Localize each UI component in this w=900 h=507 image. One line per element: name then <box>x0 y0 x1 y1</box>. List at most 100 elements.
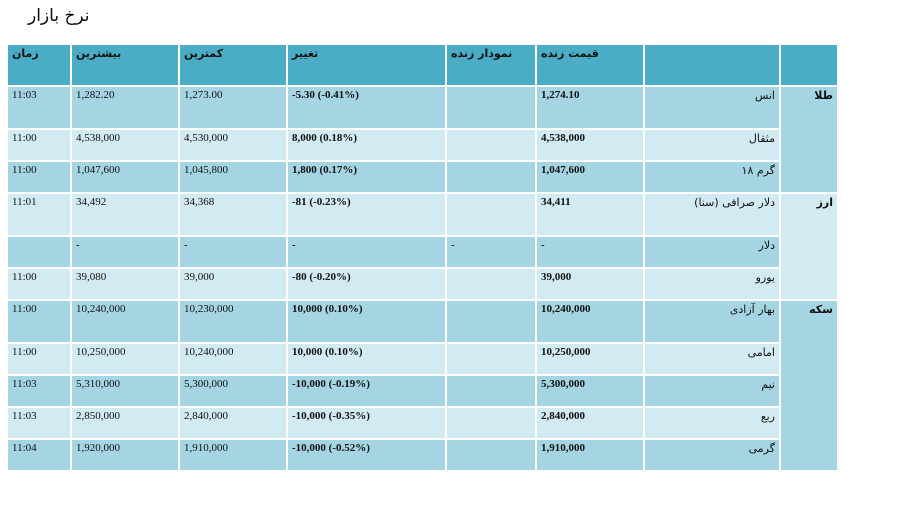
change-value: - <box>288 237 445 267</box>
change-value: 10,000 (0.10%) <box>288 301 445 342</box>
live-price: 1,047,600 <box>537 162 643 192</box>
change-value: -10,000 (-0.52%) <box>288 440 445 470</box>
high-value: 1,047,600 <box>72 162 178 192</box>
asset-name: بهار آزادی <box>645 301 779 342</box>
table-row: یورو 39,000 -80 (-0.20%) 39,000 39,080 11:00 <box>8 269 837 299</box>
low-value: 10,240,000 <box>180 344 286 374</box>
time-value: 11:01 <box>8 194 70 235</box>
change-value: -10,000 (-0.19%) <box>288 376 445 406</box>
high-value: 2,850,000 <box>72 408 178 438</box>
low-value: 34,368 <box>180 194 286 235</box>
live-price: 10,240,000 <box>537 301 643 342</box>
asset-name: دلار <box>645 237 779 267</box>
high-value: 1,920,000 <box>72 440 178 470</box>
time-value: 11:04 <box>8 440 70 470</box>
asset-name: گرم ۱۸ <box>645 162 779 192</box>
high-value: 10,250,000 <box>72 344 178 374</box>
time-value: 11:00 <box>8 162 70 192</box>
asset-name: انس <box>645 87 779 128</box>
low-value: 1,045,800 <box>180 162 286 192</box>
live-price: - <box>537 237 643 267</box>
change-value: -81 (-0.23%) <box>288 194 445 235</box>
asset-name: گرمی <box>645 440 779 470</box>
change-value: -5.30 (-0.41%) <box>288 87 445 128</box>
asset-name: مثقال <box>645 130 779 160</box>
low-value: - <box>180 237 286 267</box>
live-price: 4,538,000 <box>537 130 643 160</box>
live-chart-cell <box>447 87 535 128</box>
high-value: 34,492 <box>72 194 178 235</box>
live-price: 1,910,000 <box>537 440 643 470</box>
page-title: نرخ بازار <box>28 6 90 26</box>
high-value: 4,538,000 <box>72 130 178 160</box>
table-row: ارز دلار صرافی (سنا) 34,411 -81 (-0.23%) 34,… <box>8 194 837 299</box>
category-label: سکه <box>781 301 837 470</box>
asset-name: یورو <box>645 269 779 299</box>
market-rates-table: قیمت زنده نمودار زنده تغییر کمترین بیشتر… <box>6 43 839 472</box>
live-chart-cell <box>447 194 535 235</box>
time-value: 11:03 <box>8 376 70 406</box>
header-live-chart: نمودار زنده <box>447 45 535 85</box>
time-value: 11:03 <box>8 408 70 438</box>
table-row: امامی 10,250,000 10,000 (0.10%) 10,240,000 1… <box>8 344 837 374</box>
time-value: 11:00 <box>8 130 70 160</box>
table-row: گرم ۱۸ 1,047,600 1,800 (0.17%) 1,045,800 1,0… <box>8 162 837 192</box>
header-high: بیشترین <box>72 45 178 85</box>
change-value: -80 (-0.20%) <box>288 269 445 299</box>
live-chart-cell <box>447 440 535 470</box>
change-value: 10,000 (0.10%) <box>288 344 445 374</box>
time-value <box>8 237 70 267</box>
category-label: ارز <box>781 194 837 299</box>
header-category <box>781 45 837 85</box>
asset-name: نیم <box>645 376 779 406</box>
live-chart-cell: - <box>447 237 535 267</box>
time-value: 11:00 <box>8 269 70 299</box>
low-value: 2,840,000 <box>180 408 286 438</box>
time-value: 11:00 <box>8 344 70 374</box>
low-value: 5,300,000 <box>180 376 286 406</box>
live-price: 39,000 <box>537 269 643 299</box>
change-value: -10,000 (-0.35%) <box>288 408 445 438</box>
change-value: 1,800 (0.17%) <box>288 162 445 192</box>
live-price: 1,274.10 <box>537 87 643 128</box>
table-row: ربع 2,840,000 -10,000 (-0.35%) 2,840,000 2,8… <box>8 408 837 438</box>
live-chart-cell <box>447 130 535 160</box>
table-row: نیم 5,300,000 -10,000 (-0.19%) 5,300,000 5,3… <box>8 376 837 406</box>
table-row: طلا انس 1,274.10 -5.30 (-0.41%) 1,273.00 1,28… <box>8 87 837 192</box>
time-value: 11:03 <box>8 87 70 128</box>
live-price: 10,250,000 <box>537 344 643 374</box>
table-row: مثقال 4,538,000 8,000 (0.18%) 4,530,000 4,53… <box>8 130 837 160</box>
live-chart-cell <box>447 162 535 192</box>
time-value: 11:00 <box>8 301 70 342</box>
table-row: سکه بهار آزادی 10,240,000 10,000 (0.10%) 10,… <box>8 301 837 470</box>
high-value: 1,282.20 <box>72 87 178 128</box>
header-change: تغییر <box>288 45 445 85</box>
high-value: 10,240,000 <box>72 301 178 342</box>
high-value: - <box>72 237 178 267</box>
high-value: 5,310,000 <box>72 376 178 406</box>
high-value: 39,080 <box>72 269 178 299</box>
asset-name: امامی <box>645 344 779 374</box>
asset-name: ربع <box>645 408 779 438</box>
header-time: زمان <box>8 45 70 85</box>
live-price: 34,411 <box>537 194 643 235</box>
table-row: دلار - - - - - <box>8 237 837 267</box>
live-chart-cell <box>447 344 535 374</box>
low-value: 1,273.00 <box>180 87 286 128</box>
header-name <box>645 45 779 85</box>
change-value: 8,000 (0.18%) <box>288 130 445 160</box>
category-label: طلا <box>781 87 837 192</box>
low-value: 1,910,000 <box>180 440 286 470</box>
asset-name: دلار صرافی (سنا) <box>645 194 779 235</box>
low-value: 10,230,000 <box>180 301 286 342</box>
live-chart-cell <box>447 408 535 438</box>
low-value: 4,530,000 <box>180 130 286 160</box>
live-price: 5,300,000 <box>537 376 643 406</box>
table-header-row: قیمت زنده نمودار زنده تغییر کمترین بیشتر… <box>8 45 837 85</box>
low-value: 39,000 <box>180 269 286 299</box>
header-live-price: قیمت زنده <box>537 45 643 85</box>
live-chart-cell <box>447 301 535 342</box>
live-price: 2,840,000 <box>537 408 643 438</box>
header-low: کمترین <box>180 45 286 85</box>
live-chart-cell <box>447 376 535 406</box>
